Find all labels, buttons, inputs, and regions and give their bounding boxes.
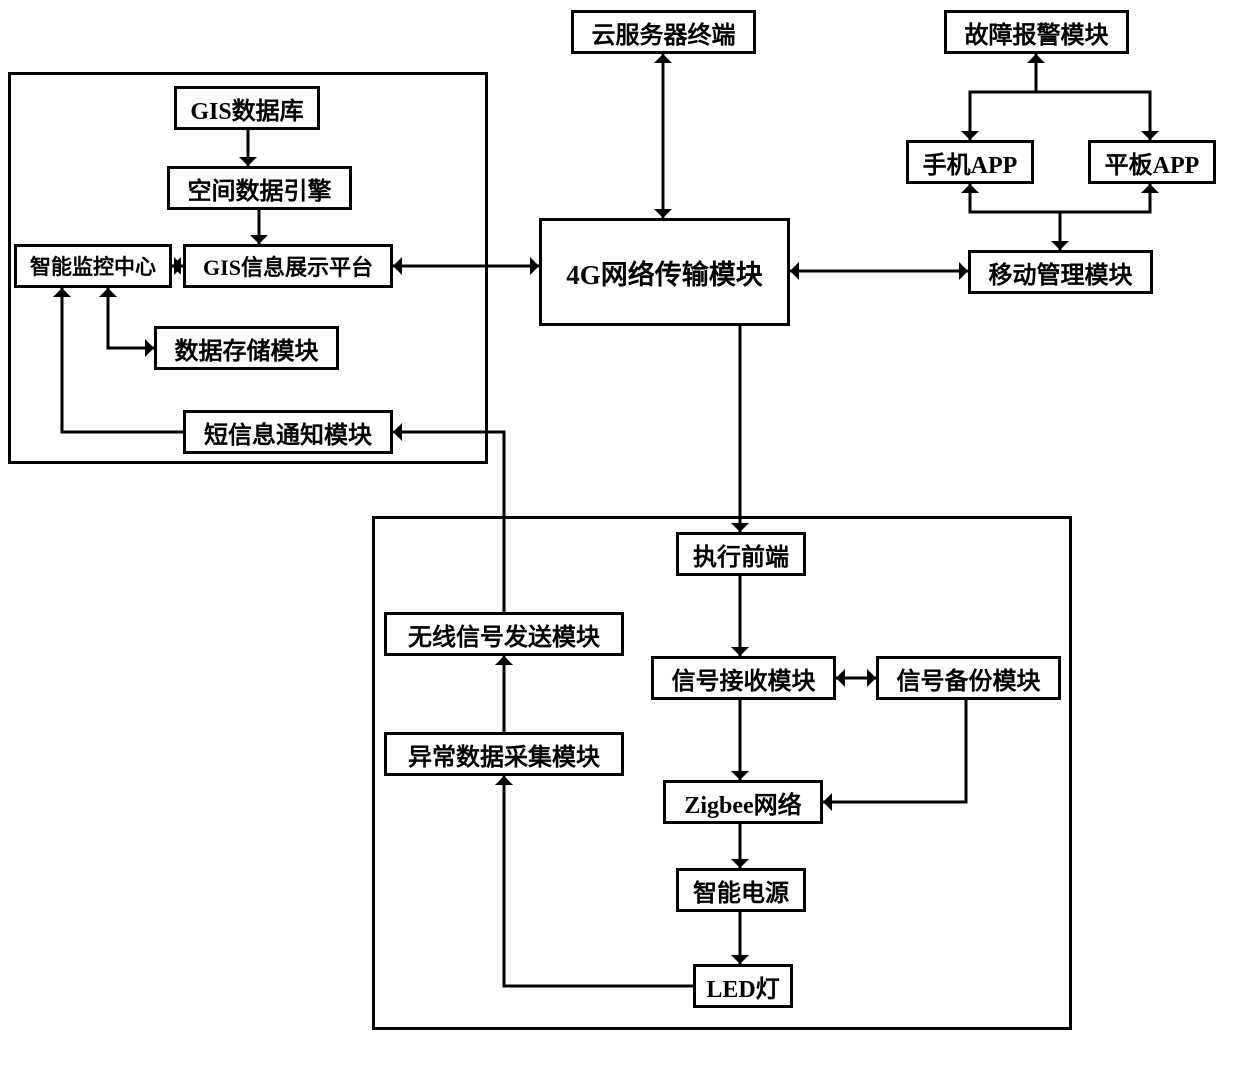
node-gis-platform: GIS信息展示平台 bbox=[183, 244, 393, 288]
node-zigbee: Zigbee网络 bbox=[663, 780, 823, 824]
node-fault-alarm: 故障报警模块 bbox=[944, 10, 1129, 54]
node-smart-power: 智能电源 bbox=[676, 868, 806, 912]
node-exec-frontend: 执行前端 bbox=[676, 532, 806, 576]
node-cloud-server: 云服务器终端 bbox=[571, 10, 756, 54]
node-spatial-engine: 空间数据引擎 bbox=[167, 166, 352, 210]
node-tablet-app: 平板APP bbox=[1088, 140, 1216, 184]
node-mobile-mgmt: 移动管理模块 bbox=[968, 250, 1153, 294]
node-anomaly-collect: 异常数据采集模块 bbox=[384, 732, 624, 776]
node-data-storage: 数据存储模块 bbox=[154, 326, 339, 370]
node-signal-recv: 信号接收模块 bbox=[651, 656, 836, 700]
node-led: LED灯 bbox=[693, 964, 793, 1008]
node-wireless-send: 无线信号发送模块 bbox=[384, 612, 624, 656]
node-sms-notify: 短信息通知模块 bbox=[183, 410, 393, 454]
node-gis-db: GIS数据库 bbox=[174, 86, 320, 130]
node-4g-network: 4G网络传输模块 bbox=[539, 218, 790, 326]
node-monitor-center: 智能监控中心 bbox=[14, 244, 172, 288]
node-signal-backup: 信号备份模块 bbox=[876, 656, 1061, 700]
node-phone-app: 手机APP bbox=[906, 140, 1034, 184]
